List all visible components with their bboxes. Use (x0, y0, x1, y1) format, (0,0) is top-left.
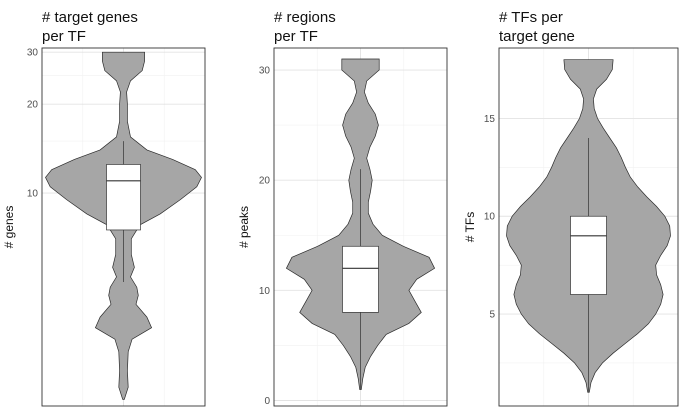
y-tick-label: 0 (264, 396, 270, 407)
panel-title-line-1: # regions (274, 9, 336, 26)
y-tick-label: 10 (259, 286, 271, 297)
panel-regions: # regions per TF # peaks 0 10 20 30 (237, 9, 448, 407)
y-tick-label: 20 (27, 100, 39, 111)
y-tick-labels: 0 10 20 30 (259, 66, 271, 407)
y-axis-label: # peaks (237, 206, 251, 248)
panel-title-line-1: # TFs per (499, 9, 563, 26)
panel-title-line-1: # target genes (42, 9, 138, 26)
box-iqr (570, 215, 607, 295)
y-tick-labels: 5 10 15 (484, 114, 496, 321)
y-tick-label: 10 (484, 212, 496, 223)
panel-title-line-2: target gene (499, 28, 575, 45)
y-axis-label: # genes (2, 206, 16, 249)
y-tick-labels: 10 20 30 (27, 48, 39, 200)
box-iqr (342, 245, 379, 313)
y-tick-label: 5 (489, 310, 495, 321)
y-tick-label: 30 (27, 48, 39, 59)
panel-target-genes: # target genes per TF # genes 10 20 30 (2, 9, 206, 407)
y-tick-label: 30 (259, 66, 271, 77)
panel-tfs-per-gene: # TFs per target gene # TFs 5 10 15 (463, 9, 679, 407)
plot-panel-border (41, 47, 206, 407)
box-iqr (106, 164, 141, 231)
y-tick-label: 20 (259, 176, 271, 187)
plot-panel-border (498, 47, 679, 407)
y-tick-label: 10 (27, 189, 39, 200)
plot-panel-border (273, 47, 448, 407)
y-tick-label: 15 (484, 114, 496, 125)
y-axis-label: # TFs (463, 212, 477, 242)
panel-title-line-2: per TF (274, 28, 318, 45)
panel-title-line-2: per TF (42, 28, 86, 45)
